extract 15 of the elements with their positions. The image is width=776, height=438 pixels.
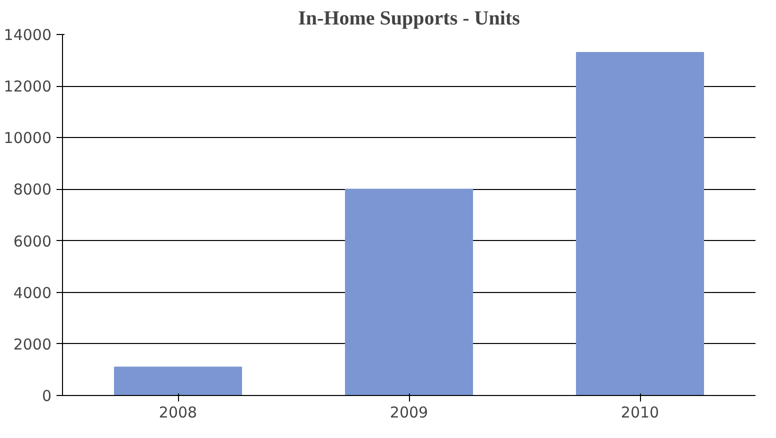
- bar: [576, 52, 704, 396]
- x-tick-label: 2010: [620, 404, 660, 422]
- y-tick-label: 2000: [13, 335, 52, 354]
- y-tick-label: 8000: [13, 180, 52, 199]
- y-tick-label: 12000: [4, 78, 52, 96]
- x-tick-label: 2008: [158, 404, 198, 422]
- y-tick-label: 4000: [13, 284, 52, 302]
- y-tick-label: 6000: [13, 232, 52, 250]
- bar: [114, 366, 242, 396]
- chart-title: In-Home Supports - Units: [298, 8, 520, 30]
- y-tick-label: 14000: [4, 26, 52, 44]
- x-tick-label: 2009: [390, 404, 428, 422]
- y-tick-label: 0: [42, 387, 52, 405]
- y-tick-label: 10000: [4, 129, 52, 148]
- bar: [344, 188, 474, 396]
